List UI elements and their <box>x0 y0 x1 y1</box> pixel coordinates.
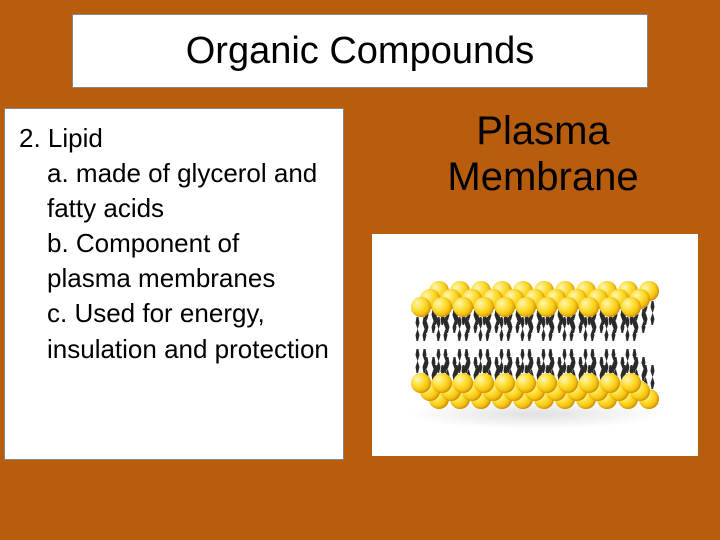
lipid-tails <box>625 349 637 373</box>
lipid-head <box>453 297 473 317</box>
slide-background: Organic Compounds 2. Lipida. made of gly… <box>0 0 720 540</box>
right-heading-box: Plasma Membrane <box>378 108 708 218</box>
body-line-3: c. Used for energy, insulation and prote… <box>47 296 329 366</box>
bilayer-row <box>411 297 641 341</box>
lipid-head <box>537 373 557 393</box>
lipid-head <box>453 373 473 393</box>
lipid-head <box>621 373 641 393</box>
lipid-head <box>432 373 452 393</box>
lipid-tails <box>415 349 427 373</box>
body-line-1: a. made of glycerol and fatty acids <box>47 156 329 226</box>
lipid-tails <box>541 317 553 341</box>
phospholipid <box>537 297 557 341</box>
lipid-head <box>432 297 452 317</box>
lipid-head <box>558 297 578 317</box>
body-text-box: 2. Lipida. made of glycerol and fatty ac… <box>4 108 344 460</box>
body-line-2: b. Component of plasma membranes <box>47 226 329 296</box>
lipid-head <box>516 373 536 393</box>
slide-title: Organic Compounds <box>186 30 535 73</box>
phospholipid <box>474 297 494 341</box>
phospholipid <box>495 297 515 341</box>
lipid-tails <box>436 349 448 373</box>
lipid-head <box>600 373 620 393</box>
phospholipid <box>432 297 452 341</box>
lipid-tails <box>436 317 448 341</box>
phospholipid <box>558 349 578 393</box>
phospholipid <box>432 349 452 393</box>
lipid-head <box>558 373 578 393</box>
lipid-head <box>579 297 599 317</box>
lipid-head <box>495 297 515 317</box>
lipid-head <box>621 297 641 317</box>
lipid-head <box>495 373 515 393</box>
phospholipid <box>453 297 473 341</box>
phospholipid <box>579 349 599 393</box>
lipid-head <box>411 297 431 317</box>
lipid-tails <box>562 317 574 341</box>
lipid-tails <box>541 349 553 373</box>
phospholipid <box>411 349 431 393</box>
lipid-tails <box>457 349 469 373</box>
lipid-tails <box>604 317 616 341</box>
bilayer-row <box>411 349 641 393</box>
lipid-tails <box>562 349 574 373</box>
phospholipid <box>621 349 641 393</box>
right-heading-line1: Plasma <box>378 108 708 154</box>
title-box: Organic Compounds <box>72 14 648 88</box>
lipid-tails <box>604 349 616 373</box>
lipid-head <box>474 373 494 393</box>
phospholipid <box>516 349 536 393</box>
lipid-head <box>516 297 536 317</box>
lipid-head <box>537 297 557 317</box>
phospholipid <box>579 297 599 341</box>
lipid-tails <box>457 317 469 341</box>
lipid-tails <box>499 317 511 341</box>
phospholipid <box>495 349 515 393</box>
lipid-head <box>579 373 599 393</box>
phospholipid <box>600 349 620 393</box>
lipid-tails <box>499 349 511 373</box>
lipid-tails <box>520 349 532 373</box>
phospholipid <box>453 349 473 393</box>
phospholipid <box>600 297 620 341</box>
phospholipid-bilayer <box>411 281 659 409</box>
lipid-tails <box>583 349 595 373</box>
plasma-membrane-diagram <box>372 234 698 456</box>
lipid-head <box>474 297 494 317</box>
lipid-tails <box>625 317 637 341</box>
lipid-head <box>600 297 620 317</box>
body-line-0: 2. Lipid <box>19 121 329 156</box>
phospholipid <box>516 297 536 341</box>
lipid-tails <box>583 317 595 341</box>
phospholipid <box>474 349 494 393</box>
lipid-tails <box>415 317 427 341</box>
right-heading-line2: Membrane <box>378 154 708 200</box>
phospholipid <box>537 349 557 393</box>
lipid-tails <box>478 317 490 341</box>
lipid-head <box>411 373 431 393</box>
lipid-tails <box>520 317 532 341</box>
phospholipid <box>558 297 578 341</box>
lipid-tails <box>478 349 490 373</box>
phospholipid <box>621 297 641 341</box>
phospholipid <box>411 297 431 341</box>
